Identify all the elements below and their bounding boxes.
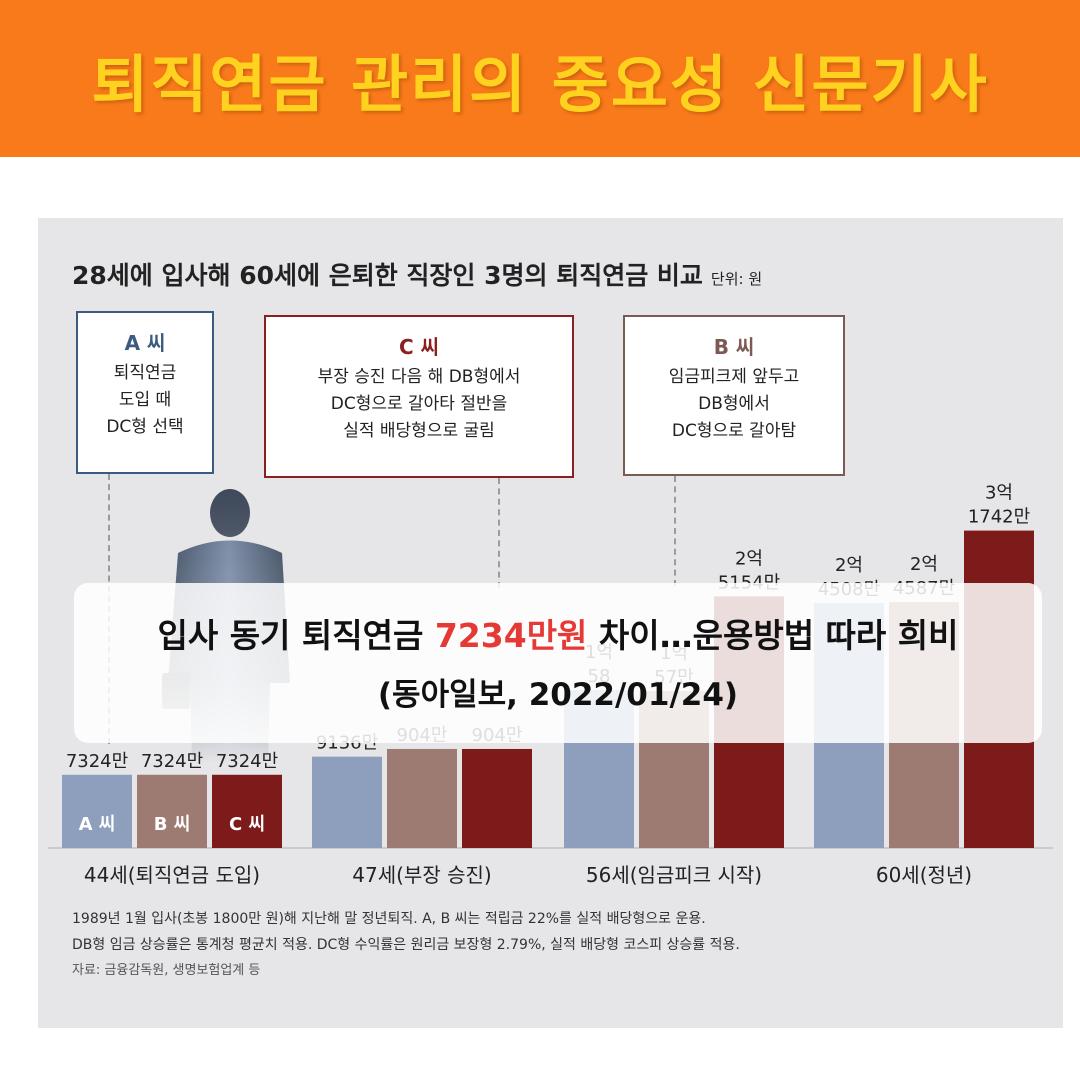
callout-a-line-3: DC형 선택 xyxy=(106,417,184,437)
bar-1-2 xyxy=(137,774,207,848)
category-label-1: 44세(퇴직연금 도입) xyxy=(84,863,260,887)
callout-b-line-3: DC형으로 갈아탐 xyxy=(671,421,797,441)
bar-value-label-4-3-1: 3억 xyxy=(985,483,1013,504)
callout-b-leader xyxy=(674,476,676,586)
callout-c-line-1: 부장 승진 다음 해 DB형에서 xyxy=(317,367,521,387)
bar-value-label-4-2-1: 2억 xyxy=(910,554,938,575)
bar-2-2 xyxy=(387,748,457,848)
chart-title-text: 28세에 입사해 60세에 은퇴한 직장인 3명의 퇴직연금 비교 xyxy=(72,261,703,290)
bar-series-label-3: C 씨 xyxy=(229,814,265,835)
citation: (동아일보, 2022/01/24) xyxy=(377,677,739,713)
category-label-4: 60세(정년) xyxy=(876,863,972,887)
bar-2-1 xyxy=(312,756,382,848)
callout-b-line-2: DB형에서 xyxy=(698,394,770,414)
callout-a-line-2: 도입 때 xyxy=(118,390,172,410)
callout-a-name: A 씨 xyxy=(124,331,166,355)
chart-title: 28세에 입사해 60세에 은퇴한 직장인 3명의 퇴직연금 비교 단위: 원 xyxy=(72,256,762,292)
bar-value-label-1-1-1: 7324만 xyxy=(66,751,128,772)
callout-c-line-2: DC형으로 갈아타 절반을 xyxy=(330,394,508,414)
callout-c-leader xyxy=(498,478,500,588)
bar-1-3 xyxy=(212,774,282,848)
callout-c-line-3: 실적 배당형으로 굴림 xyxy=(343,421,495,441)
callout-a: A 씨 퇴직연금 도입 때 DC형 선택 xyxy=(76,311,214,474)
bar-value-label-3-3-1: 2억 xyxy=(735,548,763,569)
callout-b: B 씨 임금피크제 앞두고 DB형에서 DC형으로 갈아탐 xyxy=(623,315,845,476)
bar-value-label-4-1-1: 2억 xyxy=(835,555,863,576)
bar-2-3 xyxy=(462,748,532,848)
callout-c: C 씨 부장 승진 다음 해 DB형에서 DC형으로 갈아타 절반을 실적 배당… xyxy=(264,315,574,478)
headline-before: 입사 동기 퇴직연금 xyxy=(157,616,435,655)
footnote-line-1: 1989년 1월 입사(초봉 1800만 원)해 지난해 말 정년퇴직. A, … xyxy=(72,911,706,927)
footnotes: 1989년 1월 입사(초봉 1800만 원)해 지난해 말 정년퇴직. A, … xyxy=(72,906,1042,984)
banner-title: 퇴직연금 관리의 중요성 신문기사 xyxy=(91,47,989,121)
headline: 입사 동기 퇴직연금 7234만원 차이…운용방법 따라 희비 xyxy=(74,609,1042,657)
headline-after: 차이…운용방법 따라 희비 xyxy=(587,616,959,655)
headline-overlay: 입사 동기 퇴직연금 7234만원 차이…운용방법 따라 희비 (동아일보, 2… xyxy=(74,583,1042,743)
source-note: 자료: 금융감독원, 생명보험업계 등 xyxy=(72,963,261,978)
bar-series-label-1: A 씨 xyxy=(79,814,116,835)
callout-b-line-1: 임금피크제 앞두고 xyxy=(668,367,800,387)
callout-c-name: C 씨 xyxy=(398,335,440,359)
bar-value-label-1-3-1: 7324만 xyxy=(216,751,278,772)
bar-value-label-1-2-1: 7324만 xyxy=(141,751,203,772)
top-banner: 퇴직연금 관리의 중요성 신문기사 xyxy=(0,0,1080,157)
headline-highlight: 7234만원 xyxy=(434,616,588,655)
bar-1-1 xyxy=(62,774,132,848)
footnote-line-2: DB형 임금 상승률은 통계청 평균치 적용. DC형 수익률은 원리금 보장형… xyxy=(72,937,740,953)
bar-series-label-2: B 씨 xyxy=(154,814,191,835)
callout-b-name: B 씨 xyxy=(713,335,755,359)
callout-a-line-1: 퇴직연금 xyxy=(113,363,177,383)
chart-unit: 단위: 원 xyxy=(710,270,763,288)
category-label-2: 47세(부장 승진) xyxy=(352,863,491,887)
bar-value-label-4-3-2: 1742만 xyxy=(968,507,1030,528)
category-label-3: 56세(임금피크 시작) xyxy=(586,863,762,887)
